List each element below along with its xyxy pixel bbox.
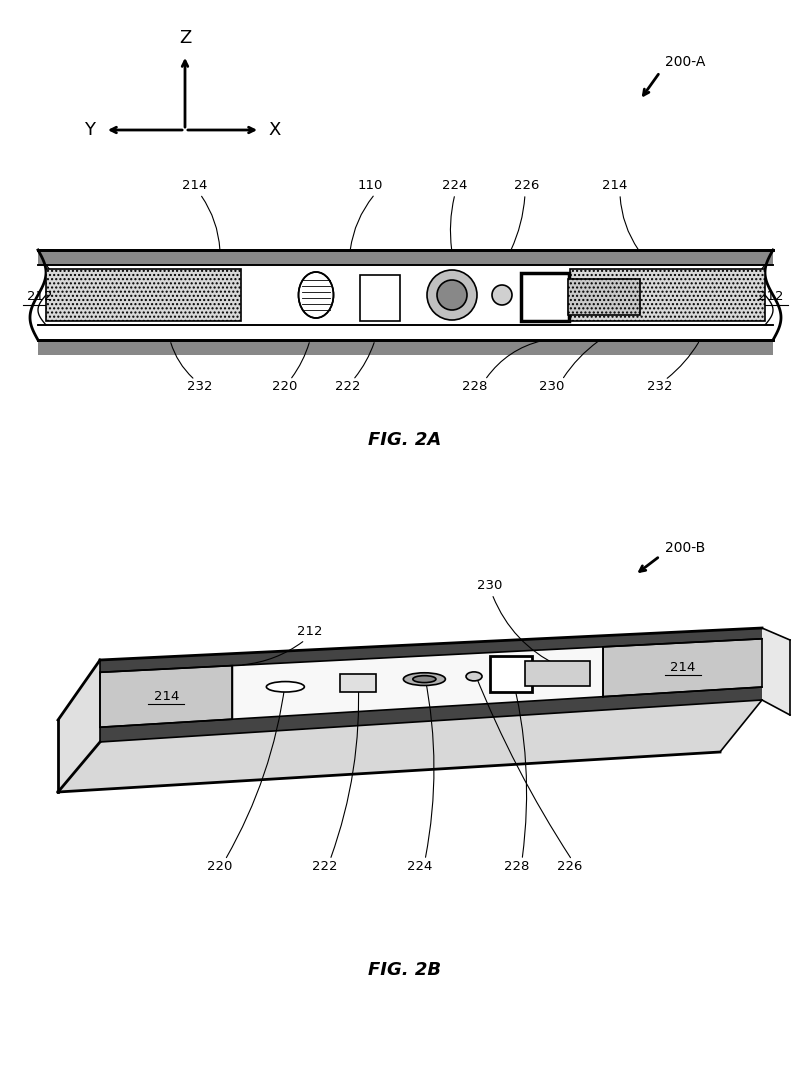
Text: 200-B: 200-B	[665, 542, 706, 555]
Text: 232: 232	[187, 379, 212, 393]
Bar	[38, 251, 773, 265]
Bar	[46, 269, 241, 321]
Text: 222: 222	[335, 379, 361, 393]
Polygon shape	[100, 665, 233, 727]
Ellipse shape	[413, 676, 436, 682]
Text: 230: 230	[478, 579, 503, 592]
Text: 224: 224	[442, 179, 468, 192]
Text: 214: 214	[153, 690, 179, 702]
Text: 110: 110	[358, 179, 383, 192]
Text: 220: 220	[208, 860, 233, 873]
Text: X: X	[268, 122, 281, 139]
Text: 214: 214	[603, 179, 628, 192]
Text: Y: Y	[84, 122, 96, 139]
Ellipse shape	[403, 673, 445, 685]
Text: 212: 212	[758, 291, 783, 304]
Ellipse shape	[492, 285, 512, 305]
Text: 232: 232	[647, 379, 673, 393]
Text: 212: 212	[298, 625, 323, 637]
Text: FIG. 2B: FIG. 2B	[368, 962, 441, 979]
Text: 200-A: 200-A	[665, 55, 706, 69]
Text: 226: 226	[514, 179, 539, 192]
Text: 224: 224	[407, 860, 433, 873]
Text: 222: 222	[312, 860, 337, 873]
Bar	[491, 657, 533, 693]
Bar	[568, 279, 640, 314]
Bar	[525, 661, 590, 685]
Text: 228: 228	[504, 860, 530, 873]
Polygon shape	[100, 639, 762, 727]
Polygon shape	[603, 639, 762, 697]
Text: 212: 212	[28, 291, 53, 304]
Text: 228: 228	[462, 379, 487, 393]
Text: 230: 230	[539, 379, 564, 393]
Bar	[340, 674, 376, 692]
Bar	[38, 340, 773, 355]
Polygon shape	[100, 688, 762, 742]
Bar	[38, 265, 773, 325]
Ellipse shape	[266, 681, 304, 692]
Text: 214: 214	[670, 661, 695, 674]
Text: FIG. 2A: FIG. 2A	[368, 431, 442, 449]
Polygon shape	[58, 660, 100, 792]
Ellipse shape	[437, 280, 467, 310]
Polygon shape	[58, 700, 762, 792]
Polygon shape	[100, 628, 762, 673]
Bar	[521, 273, 569, 321]
Text: 214: 214	[182, 179, 208, 192]
Text: 226: 226	[557, 860, 582, 873]
Text: Z: Z	[179, 29, 191, 47]
Bar	[360, 275, 400, 321]
Ellipse shape	[427, 270, 477, 320]
Ellipse shape	[466, 672, 482, 681]
Polygon shape	[100, 628, 762, 742]
Bar	[570, 269, 765, 321]
Polygon shape	[762, 628, 790, 715]
Text: 220: 220	[272, 379, 298, 393]
Ellipse shape	[298, 272, 333, 318]
